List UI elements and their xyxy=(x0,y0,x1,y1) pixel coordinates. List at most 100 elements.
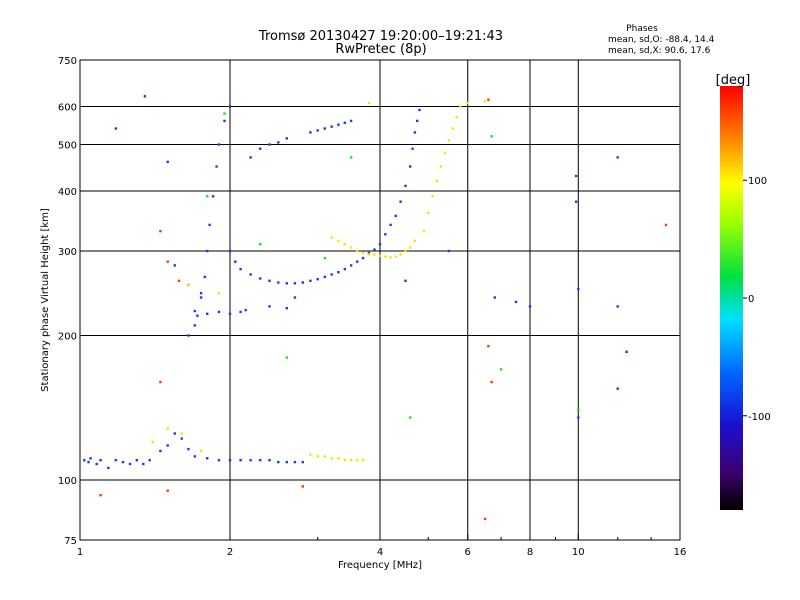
data-point xyxy=(268,305,271,308)
data-point xyxy=(349,459,353,462)
data-point xyxy=(223,112,226,115)
data-point xyxy=(228,249,232,253)
data-point xyxy=(337,239,340,242)
data-point xyxy=(349,156,353,159)
data-point xyxy=(217,143,221,146)
data-point xyxy=(577,408,580,412)
data-point xyxy=(447,139,451,142)
data-point xyxy=(330,457,333,460)
data-point xyxy=(206,195,209,198)
data-point xyxy=(343,121,346,124)
data-point xyxy=(206,312,209,315)
data-point xyxy=(166,160,169,164)
y-tick-label: 600 xyxy=(58,103,77,114)
data-point xyxy=(394,214,397,218)
data-point xyxy=(343,459,346,462)
data-point xyxy=(121,460,125,464)
data-point xyxy=(293,282,297,285)
data-point xyxy=(187,283,190,287)
data-point xyxy=(466,101,469,105)
data-point xyxy=(301,281,304,284)
data-point xyxy=(128,462,132,466)
data-point xyxy=(173,432,176,435)
data-point xyxy=(99,459,102,462)
data-point xyxy=(239,459,242,462)
data-point xyxy=(664,223,668,227)
axis-ticks: 1 2 4 6 8 10 16 75 100 200 300 400 500 600 750 xyxy=(58,56,686,558)
colorbar xyxy=(720,86,743,510)
data-point xyxy=(490,135,493,138)
data-point xyxy=(166,489,169,492)
data-point xyxy=(180,432,183,435)
data-point xyxy=(293,296,297,299)
data-point xyxy=(89,457,92,460)
data-point xyxy=(228,459,232,462)
data-point xyxy=(223,119,226,123)
data-point xyxy=(413,239,417,242)
data-point xyxy=(285,137,288,140)
data-point xyxy=(409,165,412,168)
y-tick-label: 750 xyxy=(58,56,77,67)
data-point xyxy=(625,350,628,353)
data-point xyxy=(187,447,190,451)
data-point xyxy=(514,300,518,304)
data-point xyxy=(142,462,145,466)
data-point xyxy=(427,211,430,215)
data-point xyxy=(166,260,169,263)
data-point xyxy=(616,305,619,308)
colorbar-tick-label: -100 xyxy=(748,412,771,423)
data-point xyxy=(447,249,451,253)
data-point xyxy=(285,460,288,464)
data-point xyxy=(228,312,232,315)
data-point xyxy=(215,165,218,168)
data-point xyxy=(435,179,438,183)
data-point xyxy=(487,345,490,348)
data-point xyxy=(199,296,203,299)
y-tick-label: 400 xyxy=(58,187,77,198)
data-point xyxy=(239,310,242,314)
data-point xyxy=(499,368,503,371)
data-point xyxy=(180,437,183,440)
data-point xyxy=(378,243,382,246)
data-point xyxy=(490,380,493,384)
data-point xyxy=(394,255,397,258)
data-point xyxy=(259,243,262,246)
data-point xyxy=(143,95,147,98)
data-point xyxy=(309,279,312,282)
y-tick-label: 75 xyxy=(64,536,77,547)
data-point xyxy=(159,380,162,384)
data-point xyxy=(323,127,326,130)
data-point xyxy=(135,459,138,462)
data-point xyxy=(349,246,353,249)
series-x xyxy=(151,100,487,462)
data-point xyxy=(277,460,280,464)
y-tick-label: 100 xyxy=(58,476,77,487)
data-point xyxy=(285,282,288,285)
data-point xyxy=(574,200,578,203)
data-point xyxy=(148,459,151,462)
data-point xyxy=(199,449,203,453)
chart-title: Tromsø 20130427 19:20:00–19:21:43 xyxy=(258,29,503,44)
data-point xyxy=(404,249,407,253)
data-point xyxy=(416,119,419,123)
x-tick-label: 16 xyxy=(674,547,687,558)
data-point xyxy=(173,264,176,267)
y-axis-label: Stationary phase Virtual Height [km] xyxy=(40,208,51,392)
data-point xyxy=(285,307,288,310)
data-point xyxy=(418,108,421,112)
data-point xyxy=(234,260,237,263)
data-point xyxy=(343,243,346,246)
data-point xyxy=(268,143,271,146)
data-point xyxy=(337,271,340,274)
data-point xyxy=(309,453,312,456)
data-point xyxy=(309,131,312,134)
x-axis-label: Frequency [MHz] xyxy=(338,560,422,571)
data-point xyxy=(431,195,434,198)
data-point xyxy=(196,314,199,317)
data-point xyxy=(361,459,365,462)
data-point xyxy=(203,275,206,279)
data-point xyxy=(208,223,211,227)
data-point xyxy=(268,279,271,282)
data-point xyxy=(384,233,387,236)
